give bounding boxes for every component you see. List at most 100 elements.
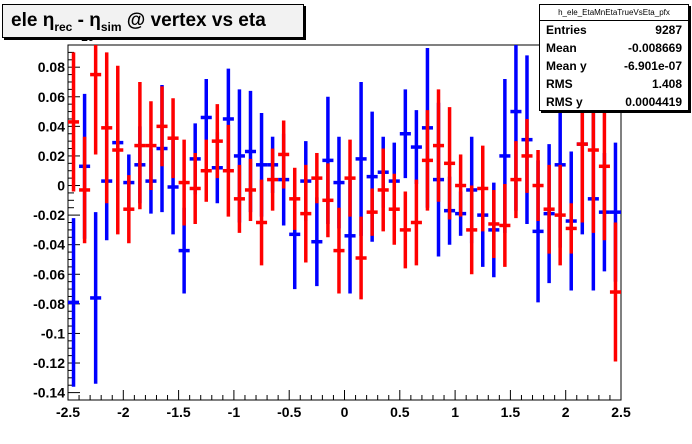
stats-label: RMS — [546, 77, 573, 91]
data-point — [311, 152, 323, 204]
stats-row-rms-y: RMS y 0.0004419 — [540, 93, 688, 111]
data-point — [399, 89, 411, 179]
x-tick-label: -2.5 — [56, 404, 80, 420]
data-point — [410, 110, 422, 185]
plot-title: ele ηrec - ηsim @ vertex vs eta — [2, 4, 304, 38]
stats-histogram-name: h_ele_EtaMnEtaTrueVsEta_pfx — [540, 5, 688, 21]
data-point — [233, 164, 245, 233]
data-point — [488, 189, 500, 258]
data-point — [90, 45, 102, 155]
y-axis: 0.08 0.06 0.04 0.02 0 -0.02 -0.04 -0.06 -0.08 -0.… — [33, 51, 80, 401]
data-point — [477, 145, 489, 232]
data-point — [134, 81, 146, 210]
data-point — [399, 191, 411, 269]
x-tick-label: -2 — [117, 404, 130, 420]
data-point — [366, 188, 378, 236]
y-tick-label: -0.04 — [33, 237, 65, 253]
data-point — [554, 164, 566, 266]
data-point — [112, 65, 124, 235]
data-point — [510, 141, 522, 219]
x-tick-label: 1 — [451, 404, 459, 420]
data-point — [444, 107, 456, 220]
data-point — [377, 148, 389, 232]
y-tick-label: 0.02 — [38, 148, 65, 164]
y-tick-label: -0.1 — [41, 325, 65, 341]
data-point — [211, 104, 223, 179]
series-1 — [68, 45, 621, 362]
x-tick-label: -0.5 — [277, 404, 301, 420]
y-tick-label: -0.06 — [33, 266, 65, 282]
data-point — [178, 139, 190, 226]
stats-label: Mean — [546, 41, 577, 55]
y-tick-label: -0.14 — [33, 385, 65, 401]
data-point — [167, 98, 179, 179]
stats-value: -0.008669 — [627, 41, 682, 55]
stats-row-mean-y: Mean y -6.901e-07 — [540, 57, 688, 75]
data-point — [322, 163, 334, 238]
stats-label: RMS y — [546, 95, 583, 109]
data-point — [499, 184, 511, 267]
stats-row-entries: Entries 9287 — [540, 21, 688, 39]
x-tick-label: 2.5 — [611, 404, 631, 420]
y-tick-label: 0.06 — [38, 89, 65, 105]
data-point — [344, 139, 356, 217]
data-point — [421, 110, 433, 211]
data-point — [543, 164, 555, 254]
data-point — [532, 150, 544, 222]
x-tick-label: -1 — [228, 404, 241, 420]
stats-value: 0.0004419 — [625, 95, 682, 109]
title-eta-rec: η — [42, 10, 55, 31]
data-point — [90, 212, 102, 384]
title-sub-rec: rec — [54, 19, 73, 34]
data-point — [609, 222, 621, 362]
data-point — [355, 81, 367, 236]
x-tick-label: -1.5 — [167, 404, 191, 420]
data-point — [156, 86, 168, 167]
data-point — [388, 173, 400, 245]
title-sub-sim: sim — [100, 19, 122, 34]
data-point — [355, 216, 367, 300]
x-axis: -2.5 -2 -1.5 -1 -0.5 0 0.5 1 1.5 2 2.5 — [56, 390, 631, 420]
x-tick-label: 0.5 — [390, 404, 410, 420]
title-post: @ vertex vs eta — [121, 10, 266, 31]
stats-value: -6.901e-07 — [623, 59, 682, 73]
data-point — [256, 179, 268, 266]
data-point — [432, 89, 445, 202]
stats-value: 1.408 — [651, 77, 682, 91]
data-point — [598, 92, 610, 241]
data-point — [244, 158, 257, 222]
data-point — [189, 152, 201, 224]
data-point — [455, 154, 467, 217]
data-point — [565, 203, 577, 254]
stats-row-rms: RMS 1.408 — [540, 75, 688, 93]
title-eta-sim: η — [89, 10, 101, 31]
data-point — [123, 175, 135, 244]
data-point — [300, 164, 312, 263]
x-tick-label: 2 — [562, 404, 570, 420]
y-tick-label: -0.12 — [33, 355, 65, 371]
y-tick-label: 0 — [57, 178, 65, 194]
stats-label: Entries — [546, 23, 587, 37]
data-point — [68, 218, 80, 387]
data-point — [145, 101, 157, 190]
y-tick-label: 0.08 — [38, 59, 65, 75]
stats-value: 9287 — [655, 23, 682, 37]
stats-label: Mean y — [546, 59, 587, 73]
data-point — [289, 167, 301, 230]
title-pre: ele — [11, 10, 43, 31]
y-tick-label: -0.08 — [33, 296, 65, 312]
y-tick-label: 0.04 — [38, 118, 65, 134]
y-tick-label: -0.02 — [33, 207, 65, 223]
data-point — [101, 52, 113, 204]
stats-box: h_ele_EtaMnEtaTrueVsEta_pfx Entries 9287 … — [539, 4, 689, 111]
data-point — [200, 139, 212, 202]
data-point — [410, 179, 422, 266]
data-point — [79, 136, 91, 244]
data-point — [311, 197, 323, 287]
stats-row-mean: Mean -0.008669 — [540, 39, 688, 57]
data-point — [521, 118, 533, 193]
x-tick-label: 0 — [341, 404, 349, 420]
data-point — [466, 185, 478, 275]
title-mid: - — [72, 10, 90, 31]
data-point — [333, 207, 345, 294]
